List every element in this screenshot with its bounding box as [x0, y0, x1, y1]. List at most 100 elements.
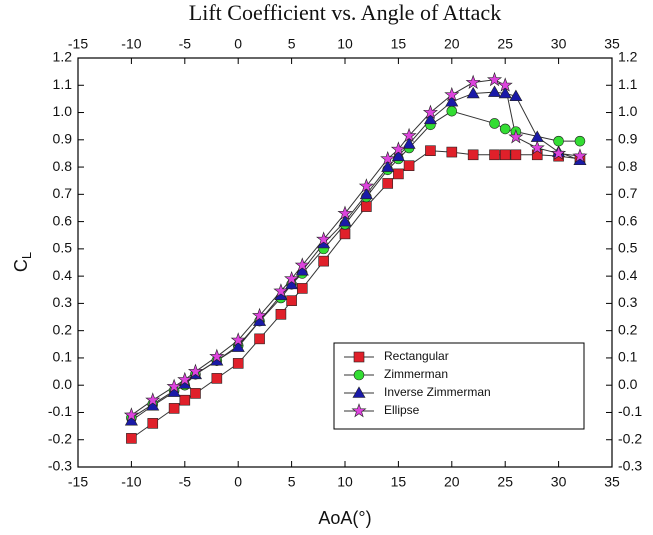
y-tick-label: 0.1 — [53, 349, 73, 365]
marker — [168, 403, 180, 414]
x-tick-label-top: -15 — [68, 36, 88, 52]
marker — [530, 130, 544, 142]
y-tick-label-right: -0.3 — [618, 458, 642, 474]
y-tick-label-right: 0.6 — [618, 212, 638, 228]
marker — [574, 135, 586, 147]
marker — [351, 403, 367, 418]
marker — [499, 149, 511, 161]
marker — [358, 178, 374, 193]
marker — [508, 129, 524, 144]
legend-label: Rectangular — [384, 349, 449, 363]
marker — [551, 145, 567, 160]
y-tick-label-right: 1.2 — [618, 49, 638, 65]
x-tick-label-top: -10 — [121, 36, 141, 52]
marker — [423, 112, 437, 125]
marker — [179, 394, 191, 406]
marker — [296, 283, 308, 294]
marker — [425, 145, 436, 157]
y-tick-label: -0.3 — [48, 458, 72, 474]
marker — [230, 332, 246, 347]
marker — [232, 358, 244, 369]
legend-box — [333, 342, 585, 430]
y-tick-label: 0.4 — [53, 267, 73, 283]
marker — [353, 351, 365, 363]
marker — [190, 388, 201, 399]
marker — [529, 140, 545, 155]
y-tick-label-right: 0.5 — [618, 240, 638, 256]
marker — [147, 418, 159, 429]
x-tick-label: 35 — [604, 474, 620, 490]
marker — [337, 205, 353, 220]
y-tick-label: 0.6 — [53, 212, 73, 228]
legend-label: Ellipse — [384, 403, 420, 417]
marker — [499, 123, 511, 135]
marker — [352, 386, 366, 398]
y-tick-label-right: 0.8 — [618, 158, 638, 174]
marker — [338, 214, 352, 227]
y-tick-label: 0.0 — [53, 376, 73, 392]
marker — [353, 369, 365, 381]
x-tick-label-top: 30 — [551, 36, 567, 52]
y-tick-label: 1.0 — [53, 103, 73, 119]
marker — [390, 141, 406, 156]
x-tick-label: 5 — [288, 474, 296, 490]
marker — [252, 307, 268, 323]
marker — [254, 333, 265, 345]
marker — [498, 86, 512, 99]
marker — [177, 371, 193, 387]
marker — [393, 168, 404, 180]
marker — [446, 105, 458, 117]
y-tick-label-right: 1.1 — [618, 76, 638, 92]
x-axis-title: AoA(°) — [318, 508, 371, 528]
marker — [465, 74, 481, 89]
marker — [284, 270, 300, 286]
y-tick-label-right: 0.3 — [618, 294, 638, 310]
y-tick-label-right: -0.1 — [618, 403, 642, 419]
y-tick-label: 0.2 — [53, 321, 73, 337]
marker — [509, 89, 523, 101]
x-tick-label: 10 — [337, 474, 353, 490]
x-tick-label: 0 — [234, 474, 242, 490]
x-tick-label: 25 — [497, 474, 513, 490]
marker — [166, 378, 182, 393]
y-axis-title-main: C — [11, 259, 31, 272]
y-tick-label-right: 0.1 — [618, 349, 638, 365]
marker — [123, 407, 139, 422]
chart-title: Lift Coefficient vs. Angle of Attack — [189, 0, 501, 25]
marker — [231, 340, 245, 352]
x-tick-label-top: 25 — [497, 36, 513, 52]
marker — [466, 86, 480, 99]
x-tick-label-top: 10 — [337, 36, 353, 52]
x-tick-label-top: 15 — [391, 36, 407, 52]
x-tick-label-top: 5 — [288, 36, 296, 52]
marker — [294, 257, 310, 272]
marker — [422, 104, 438, 119]
marker — [275, 309, 287, 320]
marker — [339, 228, 351, 240]
marker — [572, 148, 588, 163]
y-tick-label: -0.1 — [48, 403, 72, 419]
marker — [446, 146, 458, 158]
marker — [391, 149, 405, 161]
marker — [497, 77, 513, 92]
y-tick-label-right: 0.9 — [618, 131, 638, 147]
y-tick-label-right: 0.4 — [618, 267, 638, 283]
marker — [380, 150, 396, 166]
marker — [316, 231, 332, 246]
marker — [381, 160, 395, 172]
x-tick-label-top: 35 — [604, 36, 620, 52]
x-tick-label: -10 — [121, 474, 141, 490]
y-tick-label: 1.2 — [53, 49, 73, 65]
marker — [359, 187, 373, 200]
x-tick-label: 30 — [551, 474, 567, 490]
marker — [489, 149, 500, 161]
marker — [209, 348, 225, 363]
marker — [553, 135, 564, 147]
marker — [403, 160, 415, 172]
marker — [273, 283, 289, 298]
x-tick-label-top: 20 — [444, 36, 460, 52]
y-tick-label: 0.9 — [53, 131, 73, 147]
x-tick-label-top: 0 — [234, 36, 242, 52]
marker — [402, 137, 416, 149]
